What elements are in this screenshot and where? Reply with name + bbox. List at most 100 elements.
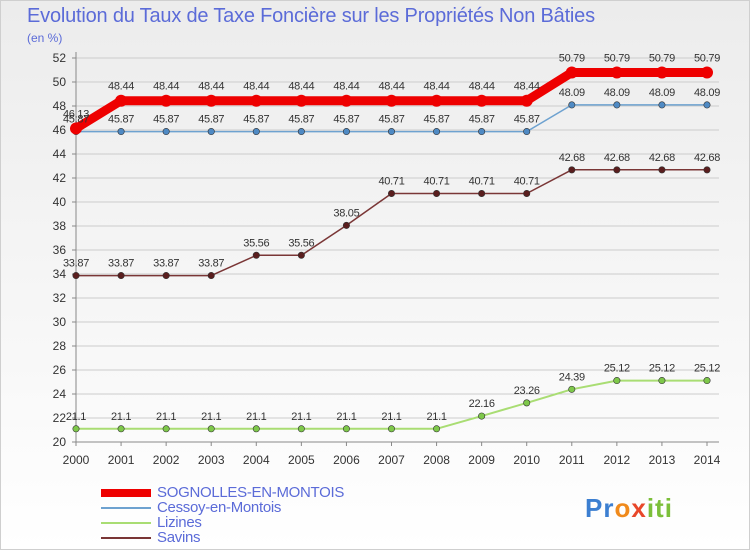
data-label-lizines-2005: 21.1: [291, 411, 311, 423]
data-label-sognolles-en-montois-2013: 50.79: [649, 53, 675, 65]
data-point-lizines-2001: [117, 425, 125, 433]
data-point-lizines-2008: [433, 425, 441, 433]
data-point-lizines-2003: [207, 425, 215, 433]
data-label-lizines-2010: 23.26: [514, 385, 540, 397]
data-point-sognolles-en-montois-2001: [115, 94, 128, 107]
data-label-sognolles-en-montois-2006: 48.44: [333, 81, 359, 93]
x-tick-label-2006: 2006: [333, 453, 360, 467]
y-tick-label-36: 36: [53, 243, 67, 257]
data-label-savins-2009: 40.71: [469, 175, 495, 187]
data-point-sognolles-en-montois-2000: [70, 122, 82, 135]
x-tick-label-2012: 2012: [604, 453, 631, 467]
y-tick-label-28: 28: [53, 339, 67, 353]
data-label-lizines-2004: 21.1: [246, 411, 266, 423]
data-label-sognolles-en-montois-2014: 50.79: [694, 53, 720, 65]
data-point-sognolles-en-montois-2010: [520, 94, 533, 107]
y-tick-label-24: 24: [53, 387, 67, 401]
data-point-cessoy-en-montois-2010: [523, 128, 531, 136]
data-label-cessoy-en-montois-2009: 45.87: [469, 114, 495, 126]
y-tick-label-32: 32: [53, 291, 67, 305]
data-label-sognolles-en-montois-2003: 48.44: [198, 81, 224, 93]
x-tick-label-2000: 2000: [63, 453, 90, 467]
data-label-savins-2007: 40.71: [378, 175, 404, 187]
data-label-sognolles-en-montois-2008: 48.44: [424, 81, 450, 93]
data-point-sognolles-en-montois-2002: [160, 94, 173, 107]
data-label-savins-2014: 42.68: [694, 152, 720, 164]
x-tick-label-2005: 2005: [288, 453, 315, 467]
data-label-cessoy-en-montois-2013: 48.09: [649, 87, 675, 99]
gridlines: [76, 57, 719, 443]
y-tick-label-20: 20: [53, 435, 67, 449]
data-label-cessoy-en-montois-2014: 48.09: [694, 87, 720, 99]
data-point-sognolles-en-montois-2011: [565, 66, 578, 79]
data-point-sognolles-en-montois-2008: [430, 94, 443, 107]
data-point-lizines-2005: [297, 425, 305, 433]
data-label-savins-2000: 33.87: [63, 258, 89, 270]
data-point-cessoy-en-montois-2002: [162, 128, 170, 136]
legend-label-lizines: Lizines: [157, 514, 202, 531]
data-label-lizines-2001: 21.1: [111, 411, 131, 423]
data-point-lizines-2012: [613, 377, 621, 385]
data-point-sognolles-en-montois-2012: [610, 66, 623, 79]
data-label-lizines-2000: 21.1: [66, 411, 86, 423]
data-point-lizines-2004: [252, 425, 260, 433]
data-point-savins-2001: [117, 272, 125, 280]
data-point-sognolles-en-montois-2005: [295, 94, 308, 107]
data-label-lizines-2013: 25.12: [649, 363, 675, 375]
y-axis-unit: (en %): [27, 31, 63, 45]
data-point-lizines-2000: [72, 425, 80, 433]
data-point-savins-2012: [613, 166, 621, 174]
legend-swatch-cessoy: [101, 507, 151, 509]
x-tick-label-2001: 2001: [108, 453, 135, 467]
data-point-cessoy-en-montois-2003: [207, 128, 215, 136]
data-point-cessoy-en-montois-2001: [117, 128, 125, 136]
data-label-sognolles-en-montois-2002: 48.44: [153, 81, 179, 93]
data-label-savins-2011: 42.68: [559, 152, 585, 164]
x-tick-label-2011: 2011: [559, 453, 585, 467]
data-point-cessoy-en-montois-2013: [658, 101, 666, 109]
legend-swatch-sognolles: [101, 489, 151, 497]
data-label-lizines-2006: 21.1: [336, 411, 356, 423]
x-tick-label-2013: 2013: [649, 453, 676, 467]
data-label-cessoy-en-montois-2007: 45.87: [378, 114, 404, 126]
data-point-sognolles-en-montois-2006: [340, 94, 353, 107]
data-label-lizines-2011: 24.39: [559, 371, 585, 383]
data-point-lizines-2009: [478, 412, 486, 420]
data-label-cessoy-en-montois-2005: 45.87: [288, 114, 314, 126]
data-label-lizines-2003: 21.1: [201, 411, 221, 423]
data-point-lizines-2002: [162, 425, 170, 433]
data-point-cessoy-en-montois-2004: [252, 128, 260, 136]
data-point-savins-2004: [252, 251, 260, 259]
data-label-sognolles-en-montois-2009: 48.44: [469, 81, 495, 93]
data-point-savins-2000: [72, 272, 80, 280]
y-tick-label-34: 34: [53, 267, 67, 281]
data-label-savins-2008: 40.71: [424, 175, 450, 187]
series-lines: [71, 68, 712, 430]
data-point-sognolles-en-montois-2007: [385, 94, 398, 107]
data-point-cessoy-en-montois-2005: [297, 128, 305, 136]
data-label-sognolles-en-montois-2010: 48.44: [514, 81, 540, 93]
data-point-savins-2013: [658, 166, 666, 174]
data-label-cessoy-en-montois-2003: 45.87: [198, 114, 224, 126]
x-tick-label-2002: 2002: [153, 453, 180, 467]
data-label-sognolles-en-montois-2005: 48.44: [288, 81, 314, 93]
y-tick-label-44: 44: [53, 147, 67, 161]
data-point-cessoy-en-montois-2008: [433, 128, 441, 136]
x-tick-label-2008: 2008: [423, 453, 450, 467]
data-label-lizines-2014: 25.12: [694, 363, 720, 375]
data-label-sognolles-en-montois-2011: 50.79: [559, 53, 585, 65]
data-label-savins-2012: 42.68: [604, 152, 630, 164]
y-tick-label-42: 42: [53, 171, 67, 185]
data-label-lizines-2007: 21.1: [381, 411, 401, 423]
chart-title: Evolution du Taux de Taxe Foncière sur l…: [27, 5, 595, 27]
data-point-sognolles-en-montois-2004: [250, 94, 263, 107]
data-point-savins-2002: [162, 272, 170, 280]
data-point-savins-2007: [387, 189, 395, 197]
data-point-sognolles-en-montois-2014: [701, 66, 713, 79]
data-label-lizines-2002: 21.1: [156, 411, 176, 423]
data-label-savins-2003: 33.87: [198, 258, 224, 270]
data-point-cessoy-en-montois-2006: [342, 128, 350, 136]
y-tick-label-46: 46: [53, 123, 67, 137]
